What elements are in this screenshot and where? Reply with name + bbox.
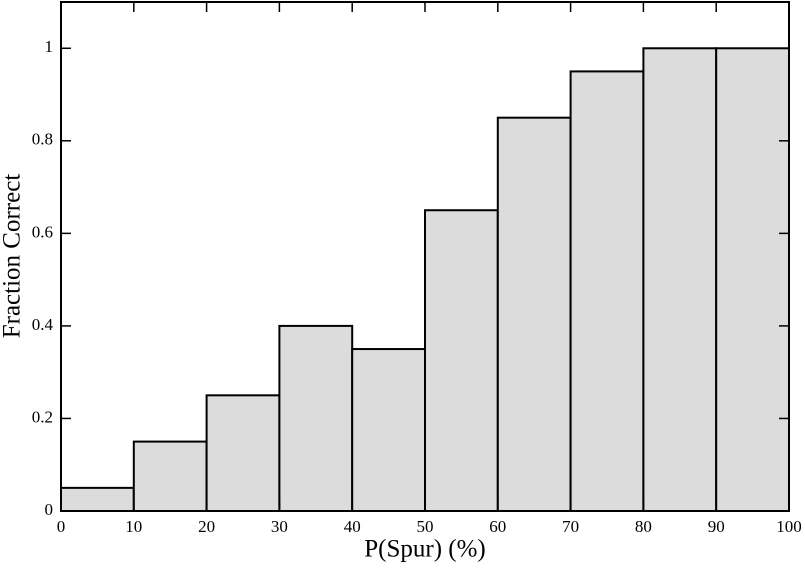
y-tick-label: 0.2 [32, 407, 53, 426]
x-tick-label: 60 [489, 517, 506, 536]
y-tick-label: 0 [45, 500, 54, 519]
x-tick-label: 10 [125, 517, 142, 536]
bar [569, 70, 645, 512]
bar [278, 324, 354, 512]
x-tick-label: 80 [635, 517, 652, 536]
bar [132, 440, 208, 512]
bar [715, 47, 791, 512]
x-tick-label: 40 [344, 517, 361, 536]
y-tick-label: 0.8 [32, 130, 53, 149]
x-tick-label: 30 [271, 517, 288, 536]
bar [205, 394, 281, 512]
y-axis-label: Fraction Correct [0, 174, 26, 339]
bar [351, 348, 427, 512]
x-tick-label: 100 [776, 517, 802, 536]
bar [642, 47, 718, 512]
bar [424, 209, 499, 513]
x-tick-label: 20 [198, 517, 215, 536]
x-tick-label: 90 [708, 517, 725, 536]
y-tick-label: 1 [45, 37, 54, 56]
x-tick-label: 0 [57, 517, 66, 536]
x-axis-label: P(Spur) (%) [364, 536, 486, 563]
y-tick-label: 0.4 [32, 315, 54, 334]
bar [60, 486, 135, 513]
y-tick-label: 0.6 [32, 222, 53, 241]
x-tick-label: 50 [417, 517, 434, 536]
x-tick-label: 70 [562, 517, 579, 536]
bar [496, 116, 572, 512]
